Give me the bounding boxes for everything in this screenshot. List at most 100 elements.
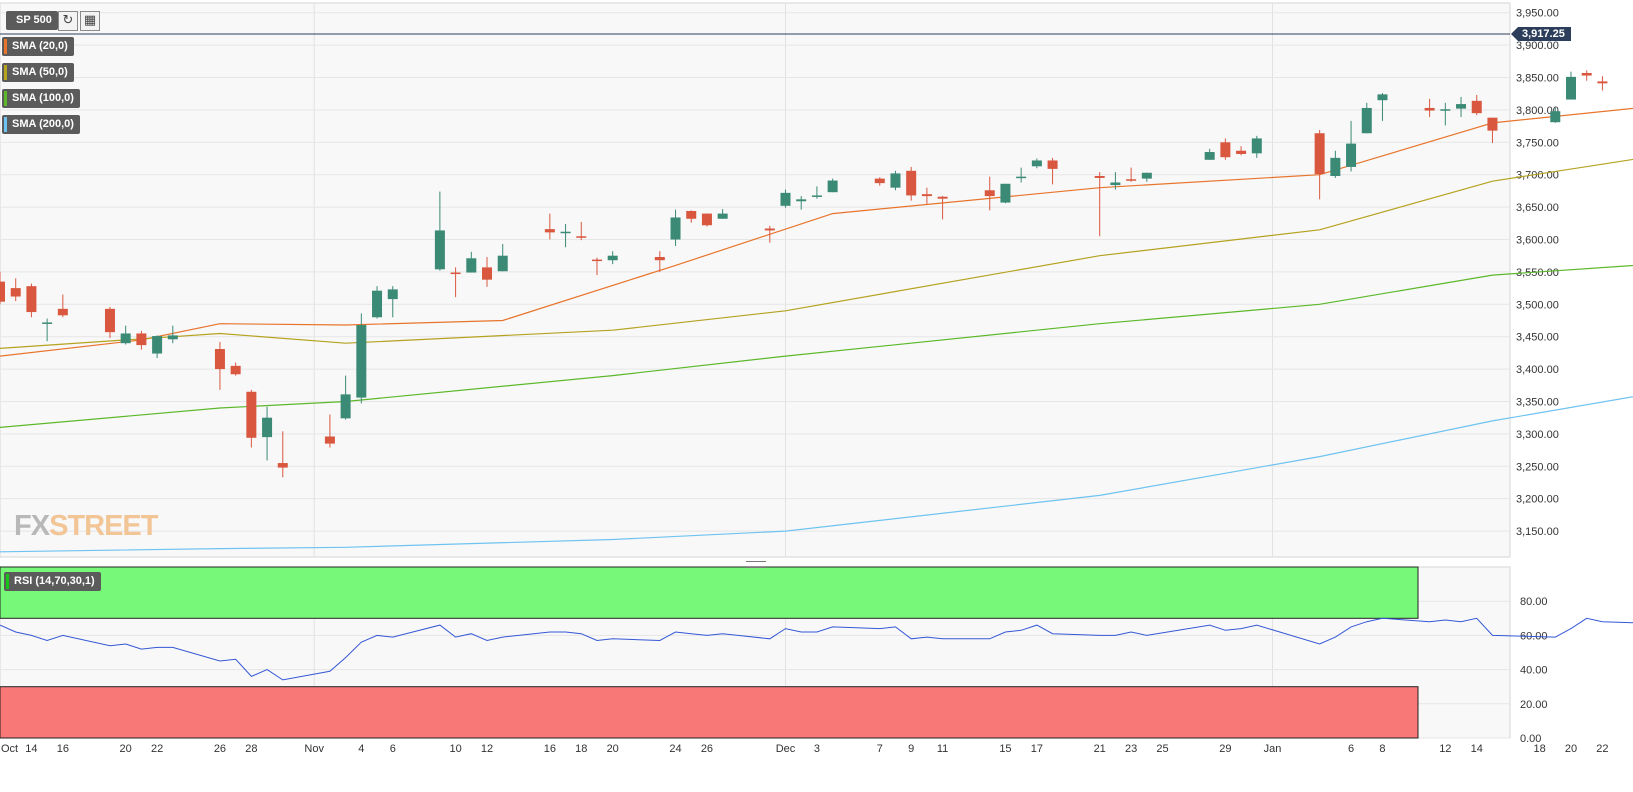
x-tick-label: 12 — [1439, 743, 1451, 755]
candle-body — [466, 258, 477, 273]
candle-body — [1361, 107, 1372, 134]
y-tick-label: 3,450.00 — [1516, 332, 1559, 344]
rsi-y-tick-label: 80.00 — [1520, 596, 1548, 608]
candle-body — [262, 417, 273, 438]
candle-body — [0, 281, 5, 302]
x-tick-label: 16 — [544, 743, 556, 755]
candle-body — [827, 180, 838, 193]
sma-200-swatch — [4, 117, 7, 132]
indicator-tag-sma-20[interactable]: SMA (20,0) — [2, 37, 74, 56]
indicator-label: SMA (100,0) — [12, 92, 74, 104]
candle-body — [356, 325, 367, 398]
logo-part-1: FX — [14, 510, 50, 542]
candle-body — [906, 170, 917, 196]
x-tick-label: 26 — [701, 743, 713, 755]
candle-body — [372, 290, 383, 318]
x-tick-label: 6 — [390, 743, 396, 755]
candle-body — [450, 272, 461, 275]
candle-body — [1346, 143, 1357, 167]
x-tick-label: 20 — [607, 743, 619, 755]
candle-body — [1487, 117, 1498, 131]
candle-body — [482, 267, 493, 280]
reload-icon[interactable]: ↻ — [58, 11, 78, 31]
x-tick-label: 16 — [57, 743, 69, 755]
candle-body — [686, 210, 697, 219]
y-tick-label: 3,150.00 — [1516, 526, 1559, 538]
candle-body — [670, 217, 681, 240]
candles — [0, 70, 1608, 478]
fxstreet-logo: FXSTREET — [14, 510, 158, 543]
candle-body — [796, 199, 807, 202]
candle-body — [780, 192, 791, 206]
y-tick-label: 3,550.00 — [1516, 267, 1559, 279]
candle-body — [214, 349, 225, 370]
x-tick-label: 8 — [1379, 743, 1385, 755]
instrument-tag[interactable]: SP 500 — [6, 11, 58, 30]
y-tick-label: 3,300.00 — [1516, 429, 1559, 441]
candle-body — [167, 335, 178, 340]
x-tick-label: 22 — [1596, 743, 1608, 755]
instrument-label: SP 500 — [16, 14, 52, 26]
candle-body — [1581, 72, 1592, 76]
y-tick-label: 3,800.00 — [1516, 105, 1559, 117]
candle-body — [1424, 107, 1435, 111]
candle-body — [560, 231, 571, 234]
candle-body — [42, 322, 53, 324]
candle-body — [1566, 76, 1576, 100]
candle-body — [1471, 100, 1482, 114]
pane-resize-handle[interactable] — [746, 561, 766, 568]
candle-body — [1236, 150, 1247, 154]
y-tick-label: 3,750.00 — [1516, 137, 1559, 149]
x-tick-label: 15 — [999, 743, 1011, 755]
candle-body — [811, 195, 822, 197]
indicator-tag-sma-50[interactable]: SMA (50,0) — [2, 63, 74, 82]
candle-body — [1597, 81, 1608, 84]
x-tick-label: 11 — [937, 743, 948, 755]
y-tick-label: 3,850.00 — [1516, 73, 1559, 85]
rsi-swatch — [6, 574, 9, 589]
candle-body — [1550, 111, 1561, 123]
candle-body — [497, 255, 508, 272]
x-tick-label: 14 — [1471, 743, 1483, 755]
overbought-zone — [0, 566, 1419, 619]
sma-line-3 — [0, 264, 1633, 428]
candle-body — [1251, 138, 1262, 154]
calendar-icon[interactable]: ▦ — [80, 11, 100, 31]
last-price-value: 3,917.25 — [1522, 28, 1565, 40]
x-tick-label: 25 — [1156, 743, 1168, 755]
x-tick-label: 3 — [814, 743, 820, 755]
y-tick-label: 3,200.00 — [1516, 494, 1559, 506]
candle-body — [136, 333, 147, 346]
x-tick-label: Nov — [304, 743, 324, 755]
sma-20-swatch — [4, 39, 7, 54]
candle-body — [921, 194, 932, 197]
candle-body — [277, 463, 288, 468]
y-tick-label: 3,950.00 — [1516, 8, 1559, 20]
y-tick-label: 3,600.00 — [1516, 235, 1559, 247]
sma-line-1 — [0, 107, 1633, 357]
x-tick-label: 7 — [877, 743, 883, 755]
candle-body — [434, 230, 445, 270]
oversold-zone — [0, 686, 1419, 739]
candle-body — [1126, 179, 1137, 181]
candle-body — [324, 436, 335, 444]
candle-body — [607, 255, 618, 261]
candle-body — [576, 236, 587, 238]
x-tick-label: 20 — [120, 743, 132, 755]
x-tick-label: 23 — [1125, 743, 1137, 755]
rsi-label: RSI (14,70,30,1) — [14, 575, 95, 587]
x-tick-label: 22 — [151, 743, 163, 755]
x-tick-label: 20 — [1565, 743, 1577, 755]
candle-body — [890, 173, 901, 188]
candle-body — [104, 308, 115, 333]
rsi-line — [0, 617, 1633, 681]
rsi-tag[interactable]: RSI (14,70,30,1) — [4, 572, 101, 591]
x-tick-label: 24 — [669, 743, 681, 755]
rsi-y-tick-label: 0.00 — [1520, 733, 1541, 745]
sma-line-4 — [0, 396, 1633, 553]
indicator-tag-sma-100[interactable]: SMA (100,0) — [2, 89, 80, 108]
candle-body — [1110, 182, 1121, 186]
candle-body — [120, 333, 131, 344]
indicator-tag-sma-200[interactable]: SMA (200,0) — [2, 115, 80, 134]
